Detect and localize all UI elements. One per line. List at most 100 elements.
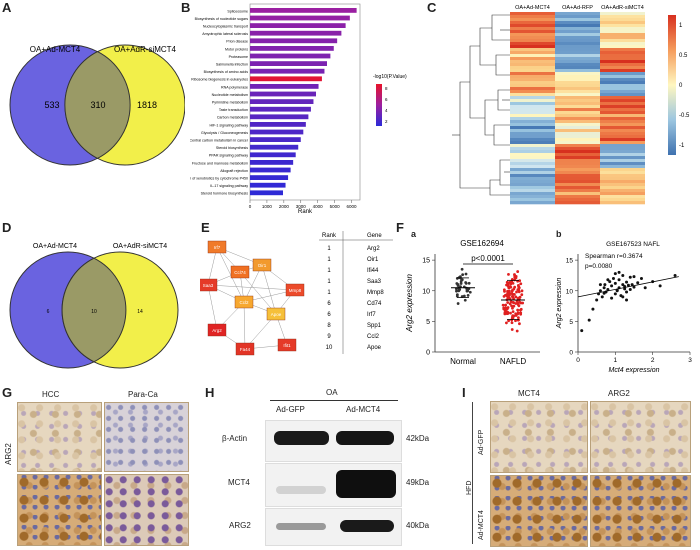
heatmap-cell	[510, 198, 555, 202]
venn-a-overlap	[64, 51, 131, 159]
heatmap-cell	[555, 117, 600, 121]
data-point	[611, 277, 615, 280]
venn-d-overlap-count: 10	[91, 309, 97, 315]
legend-tick-label: 6	[385, 97, 388, 102]
heatmap-cell	[510, 42, 555, 46]
heatmap-chart: OA+Ad-MCT4 OA+Ad-RFP OA+AdR-siMCT4 1 0.5 0 -0…	[452, 5, 690, 205]
heatmap-cell	[555, 75, 600, 79]
heatmap-cell	[600, 48, 645, 52]
heatmap-cell	[510, 30, 555, 34]
heatmap-cell	[600, 93, 645, 97]
heatmap-cell	[600, 201, 645, 205]
data-point	[510, 304, 513, 308]
wb-kda-actin: 42kDa	[406, 434, 430, 443]
colorbar-tick-label: 1	[679, 23, 683, 29]
ihc-i-col-mct4: MCT4	[518, 389, 540, 398]
table-cell-rank: 1	[327, 268, 331, 274]
heatmap-cell	[510, 201, 555, 205]
data-point	[504, 303, 508, 307]
colorbar-tick-label: -1	[679, 143, 685, 149]
heatmap-cell	[555, 150, 600, 154]
panel-label-e: E	[201, 220, 210, 235]
data-point	[514, 295, 518, 299]
heatmap-cell	[600, 30, 645, 34]
data-point	[508, 293, 511, 297]
data-point	[632, 285, 636, 289]
heatmap-cell	[600, 138, 645, 142]
heatmap-cell	[555, 15, 600, 19]
bar	[250, 114, 309, 120]
heatmap-cell	[600, 195, 645, 199]
heatmap-cell	[555, 96, 600, 100]
heatmap-cell	[555, 159, 600, 163]
data-point	[516, 270, 520, 273]
heatmap-cell	[510, 165, 555, 169]
table-header-gene: Gene	[367, 233, 382, 239]
bar	[250, 23, 346, 28]
heatmap-cell	[555, 132, 600, 136]
heatmap-cell	[510, 15, 555, 19]
stat-spearman: Spearman r=0.3674	[585, 253, 643, 260]
data-point	[518, 295, 522, 299]
heatmap-cell	[555, 30, 600, 34]
category-label: Pyrimidine metabolism	[212, 101, 248, 105]
data-point	[467, 281, 471, 285]
data-point	[514, 276, 518, 280]
data-point	[506, 301, 510, 304]
network-node-label: Mmp8	[289, 288, 302, 293]
heatmap-cell	[600, 180, 645, 184]
heatmap-cell	[555, 66, 600, 70]
category-label: Steroid hormone biosynthesis	[201, 192, 249, 196]
heatmap-cell	[555, 42, 600, 46]
category-label: Nucleotide metabolism	[212, 93, 248, 97]
data-point	[602, 286, 606, 290]
heatmap-cell	[555, 45, 600, 49]
wb-kda-mct4: 49kDa	[406, 478, 430, 487]
data-point	[519, 301, 523, 305]
ihc-i-col-arg2: ARG2	[608, 389, 630, 398]
colorbar-tick-label: 0	[679, 83, 683, 89]
heatmap-column-label: OA+AdR-siMCT4	[601, 5, 644, 11]
heatmap-cell	[555, 189, 600, 193]
venn-a-right-label: OA+AdR-siMCT4	[114, 45, 177, 54]
wb-lane-2: Ad-MCT4	[346, 405, 381, 414]
bar	[250, 144, 299, 150]
heatmap-cell	[555, 129, 600, 133]
category-label: Allograft rejection	[220, 169, 248, 173]
heatmap-cell	[510, 18, 555, 22]
heatmap-cell	[510, 186, 555, 190]
bar	[250, 160, 294, 165]
heatmap-cell	[510, 135, 555, 139]
heatmap-cell	[600, 165, 645, 169]
bar	[250, 182, 286, 188]
heatmap-cell	[510, 36, 555, 40]
category-label: Amyotrophic lateral sclerosis	[202, 32, 248, 36]
wb-membrane-mct4	[265, 463, 402, 507]
heatmap-cell	[510, 96, 555, 100]
heatmap-cell	[510, 81, 555, 85]
heatmap-cell	[600, 159, 645, 163]
category-label: Salmonella infection	[216, 63, 248, 67]
network-node-label: Arg2	[212, 328, 222, 333]
x-category-label: NAFLD	[500, 357, 526, 366]
bar	[250, 76, 322, 82]
data-point	[518, 322, 521, 326]
heatmap-cell	[510, 45, 555, 49]
heatmap-cell	[555, 39, 600, 43]
table-cell-rank: 10	[326, 345, 333, 351]
bar	[250, 8, 357, 13]
heatmap-cell	[510, 75, 555, 79]
heatmap-cell	[600, 81, 645, 85]
network-node-label: Ccl74	[234, 270, 246, 275]
heatmap-cell	[555, 111, 600, 115]
heatmap-cell	[510, 180, 555, 184]
heatmap-cell	[555, 156, 600, 160]
data-point	[464, 272, 468, 276]
bar	[250, 15, 350, 21]
x-axis-label: Mct4 expression	[609, 367, 660, 374]
legend-tick-label: 4	[385, 108, 388, 113]
heatmap-cell	[510, 141, 555, 145]
ihc-i-group-bar	[472, 402, 473, 544]
heatmap-cell	[510, 27, 555, 31]
data-point	[516, 284, 520, 287]
